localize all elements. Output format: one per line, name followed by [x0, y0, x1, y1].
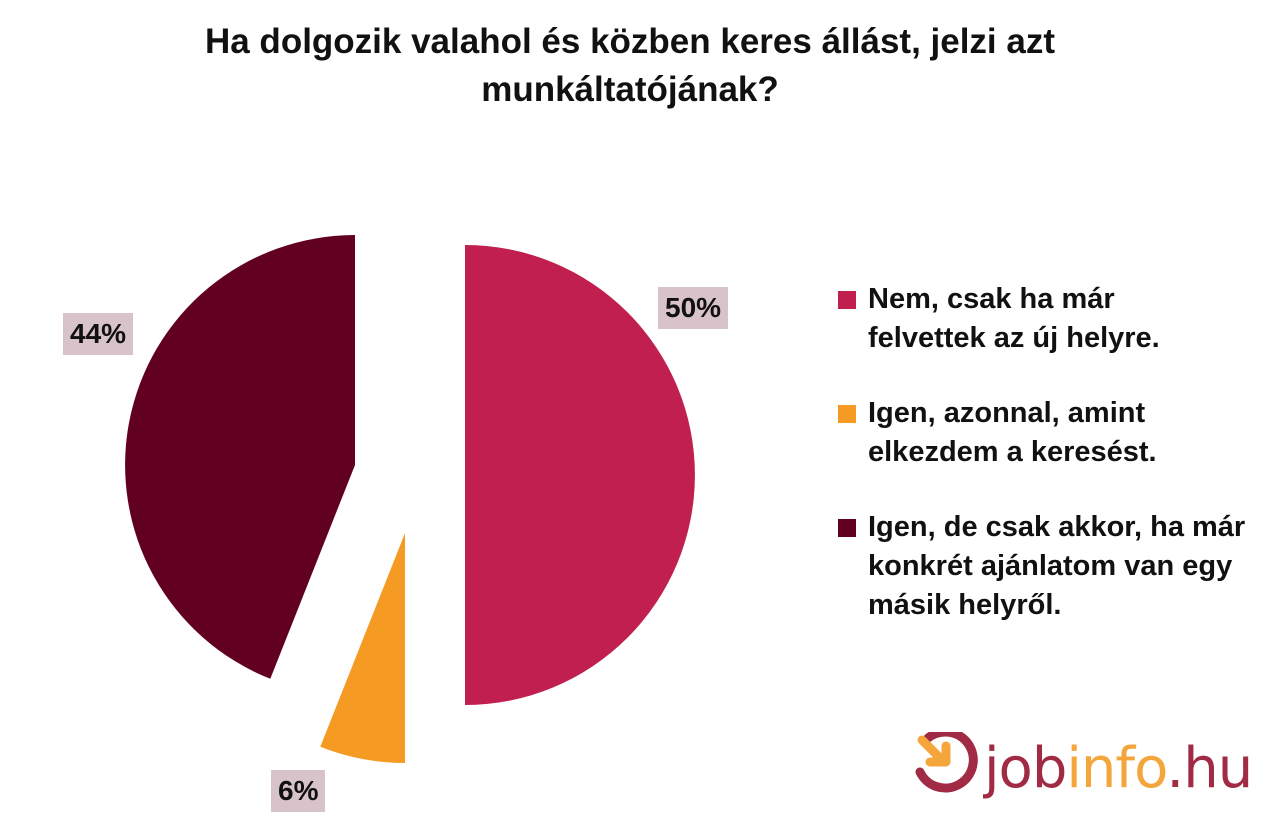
- logo-text-hu: .hu: [1166, 736, 1253, 801]
- legend-item-2: Igen, azonnal, amint elkezdem a keresést…: [838, 394, 1258, 472]
- data-label-slice-1: 50%: [658, 287, 729, 329]
- pie-slice-2: [320, 533, 405, 763]
- legend-label-3-line-3: másik helyről.: [868, 589, 1062, 621]
- legend-label-3-line-1: Igen, de csak akkor, ha már: [868, 511, 1246, 543]
- data-label-slice-2: 6%: [271, 770, 326, 812]
- legend-label-1-line-2: felvettek az új helyre.: [868, 322, 1160, 354]
- legend-label-1-line-1: Nem, csak ha már: [868, 283, 1115, 315]
- legend-label-2-line-2: elkezdem a keresést.: [868, 436, 1157, 468]
- legend-swatch-1: [838, 291, 856, 309]
- legend-item-1: Nem, csak ha már felvettek az új helyre.: [838, 280, 1258, 358]
- data-label-slice-3: 44%: [63, 313, 134, 355]
- legend-label-3-line-2: konkrét ajánlatom van egy: [868, 550, 1233, 582]
- legend-label-2-line-1: Igen, azonnal, amint: [868, 397, 1146, 429]
- pie-slice-1: [465, 245, 695, 705]
- chart-title: Ha dolgozik valahol és közben keres állá…: [130, 18, 1130, 114]
- logo-text-info: info: [1066, 736, 1167, 801]
- legend: Nem, csak ha már felvettek az új helyre.…: [838, 280, 1258, 661]
- logo-mark-icon: [915, 732, 978, 793]
- logo-text-job: job: [984, 736, 1067, 801]
- legend-item-3: Igen, de csak akkor, ha már konkrét aján…: [838, 508, 1258, 625]
- legend-label-3: Igen, de csak akkor, ha már konkrét aján…: [868, 508, 1258, 625]
- pie-slice-3: [125, 235, 355, 679]
- chart-title-line-2: munkáltatójának?: [481, 70, 779, 109]
- logo-text: jobinfo.hu: [984, 734, 1253, 804]
- legend-swatch-3: [838, 519, 856, 537]
- jobinfo-logo: jobinfo.hu: [914, 728, 1254, 818]
- legend-swatch-2: [838, 405, 856, 423]
- legend-label-1: Nem, csak ha már felvettek az új helyre.: [868, 280, 1258, 358]
- legend-label-2: Igen, azonnal, amint elkezdem a keresést…: [868, 394, 1258, 472]
- chart-title-line-1: Ha dolgozik valahol és közben keres állá…: [204, 22, 1056, 61]
